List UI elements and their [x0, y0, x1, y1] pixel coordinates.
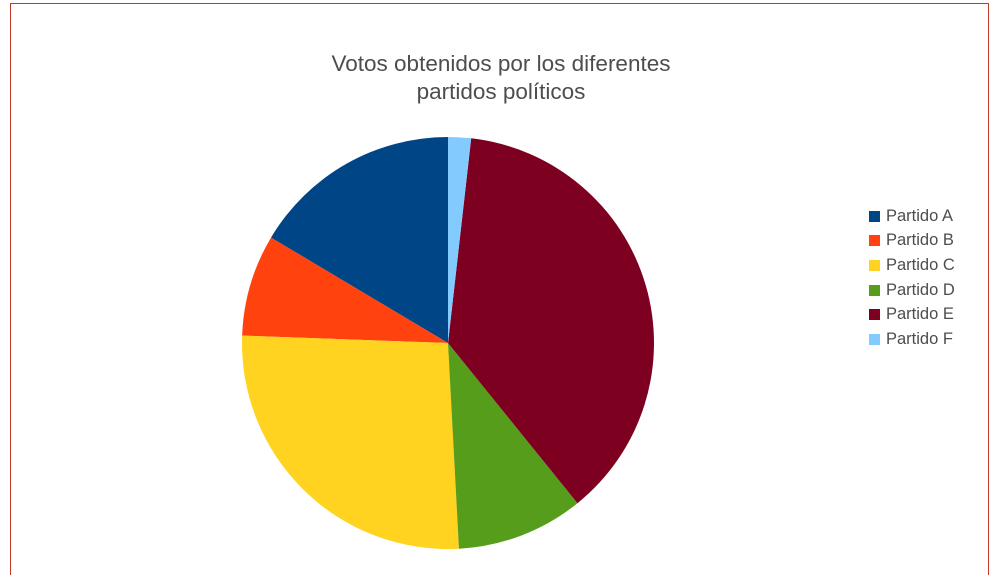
- pie-slice-partido-f: [448, 137, 472, 343]
- legend-swatch: [869, 284, 880, 296]
- legend-item: Partido A: [869, 204, 955, 229]
- legend-label: Partido D: [886, 280, 955, 299]
- legend-label: Partido C: [886, 255, 955, 274]
- legend-swatch: [869, 235, 880, 247]
- pie-slice-partido-b: [242, 237, 448, 343]
- chart-title-line-2: partidos políticos: [416, 79, 586, 104]
- pie-slice-partido-d: [448, 343, 578, 549]
- legend-label: Partido B: [886, 231, 954, 250]
- legend-item: Partido F: [869, 327, 955, 352]
- pie-slice-partido-e: [448, 138, 654, 504]
- legend-swatch: [869, 333, 880, 345]
- legend-swatch: [869, 309, 880, 321]
- legend-label: Partido E: [886, 305, 954, 324]
- legend-swatch: [869, 210, 880, 222]
- legend-label: Partido F: [886, 329, 953, 348]
- legend-label: Partido A: [886, 206, 953, 225]
- chart-title: Votos obtenidos por los diferentes parti…: [0, 50, 1002, 106]
- legend-item: Partido B: [869, 229, 955, 254]
- pie-slice-partido-c: [241, 335, 459, 550]
- pie-slice-partido-a: [271, 137, 448, 343]
- chart-legend: Partido A Partido B Partido C Partido D Part…: [869, 204, 955, 352]
- legend-swatch: [869, 259, 880, 271]
- chart-title-line-1: Votos obtenidos por los diferentes: [331, 51, 671, 76]
- legend-item: Partido C: [869, 253, 955, 278]
- legend-item: Partido D: [869, 278, 955, 303]
- legend-item: Partido E: [869, 302, 955, 327]
